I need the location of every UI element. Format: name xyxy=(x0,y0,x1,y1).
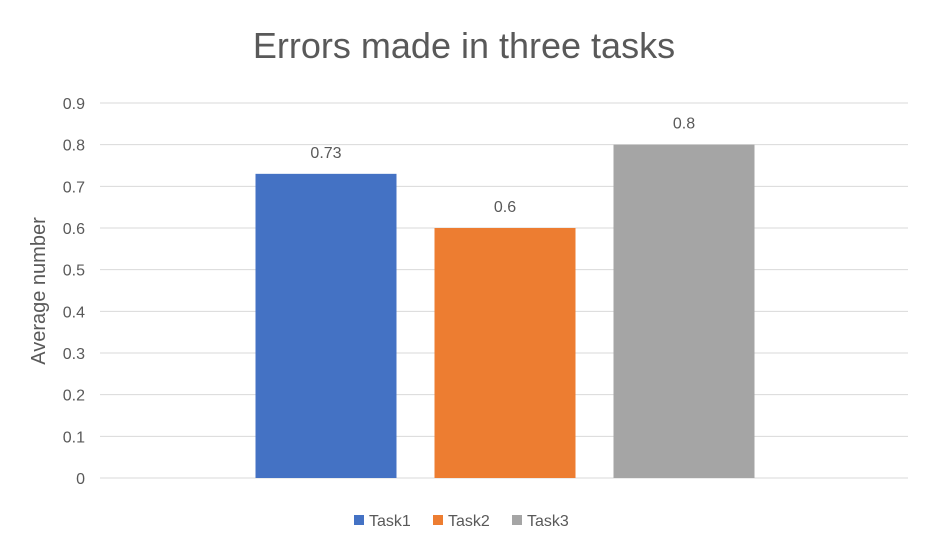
bars xyxy=(255,144,755,479)
data-label-task3: 0.8 xyxy=(673,116,695,133)
legend-swatch-task3 xyxy=(512,515,522,525)
y-tick-label: 0.2 xyxy=(63,388,85,405)
y-tick-label: 0.1 xyxy=(63,429,85,446)
y-axis-tick-labels: 0 0.1 0.2 0.3 0.4 0.5 0.6 0.7 0.8 0.9 xyxy=(63,96,85,488)
y-tick-label: 0.4 xyxy=(63,304,85,321)
chart-title: Errors made in three tasks xyxy=(253,25,675,66)
y-tick-label: 0.6 xyxy=(63,221,85,238)
data-label-task1: 0.73 xyxy=(310,145,341,162)
bar-task2[interactable] xyxy=(434,228,576,478)
y-axis-title: Average number xyxy=(28,217,50,365)
data-labels: 0.73 0.6 0.8 xyxy=(310,116,695,216)
y-tick-label: 0 xyxy=(76,471,85,488)
legend-swatch-task2 xyxy=(433,515,443,525)
legend-label-task3: Task3 xyxy=(527,513,569,530)
legend: Task1 Task2 Task3 xyxy=(354,513,569,530)
y-tick-label: 0.5 xyxy=(63,263,85,280)
y-tick-label: 0.3 xyxy=(63,346,85,363)
y-tick-label: 0.7 xyxy=(63,179,85,196)
legend-swatch-task1 xyxy=(354,515,364,525)
legend-label-task2: Task2 xyxy=(448,513,490,530)
legend-label-task1: Task1 xyxy=(369,513,411,530)
bar-task3[interactable] xyxy=(613,144,755,478)
y-tick-label: 0.8 xyxy=(63,138,85,155)
data-label-task2: 0.6 xyxy=(494,199,516,216)
bar-task1[interactable] xyxy=(255,173,397,479)
y-tick-label: 0.9 xyxy=(63,96,85,113)
